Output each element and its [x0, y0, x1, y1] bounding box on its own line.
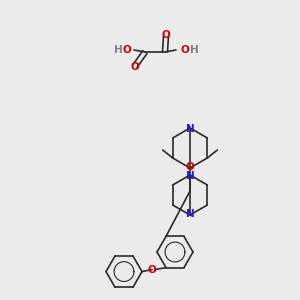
- Text: O: O: [148, 265, 156, 275]
- Text: N: N: [186, 171, 194, 181]
- Text: H: H: [190, 45, 198, 55]
- Text: H: H: [114, 45, 122, 55]
- Text: N: N: [186, 209, 194, 219]
- Text: O: O: [123, 45, 131, 55]
- Text: O: O: [186, 162, 194, 172]
- Text: O: O: [162, 30, 170, 40]
- Text: N: N: [186, 124, 194, 134]
- Text: O: O: [181, 45, 189, 55]
- Text: O: O: [130, 62, 140, 72]
